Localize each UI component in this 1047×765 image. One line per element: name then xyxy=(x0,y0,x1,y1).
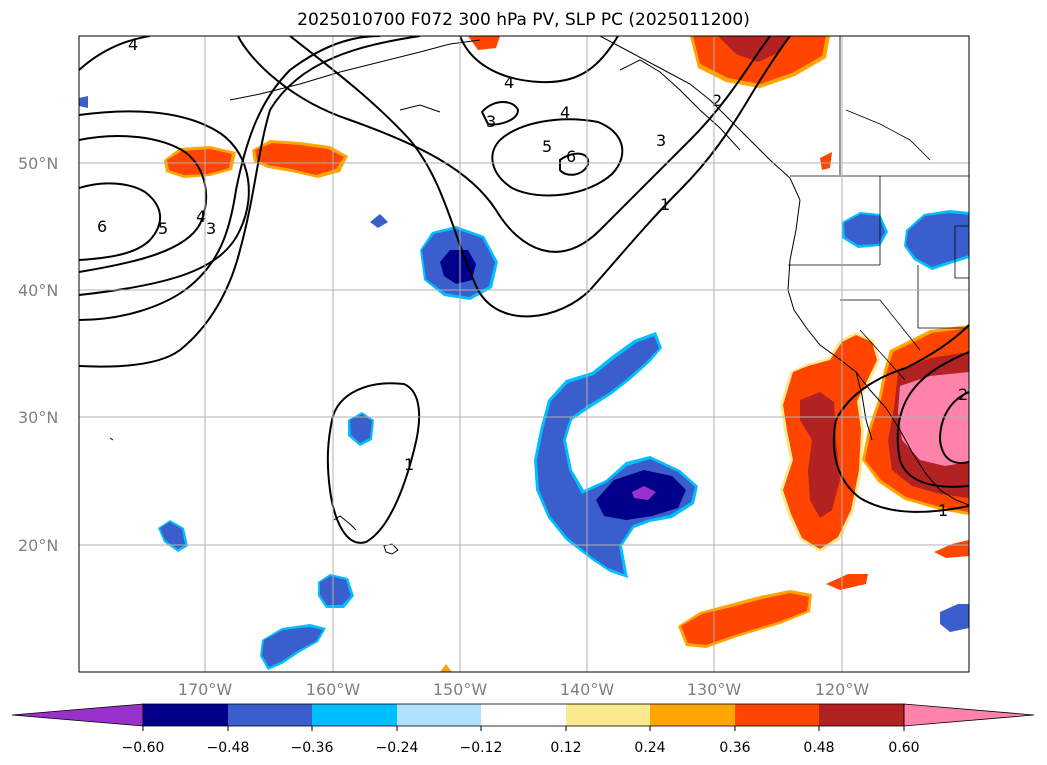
state-borders xyxy=(788,36,969,381)
lon-label: 150°W xyxy=(433,680,488,699)
colorbar-ticks xyxy=(142,726,905,731)
colorbar-segment xyxy=(397,704,481,726)
contour-label: 3 xyxy=(656,131,666,150)
pv-negative-south xyxy=(260,574,354,670)
pv-negative-interior-us xyxy=(842,210,969,632)
colorbar-tick-label: 0.12 xyxy=(550,740,581,756)
lat-label: 40°N xyxy=(18,281,58,300)
map-background xyxy=(79,36,969,672)
pv-negative-hawaii xyxy=(348,412,374,446)
pv-positive-north-coast xyxy=(690,36,830,88)
colorbar-segment xyxy=(481,704,566,726)
pv-negative-edge xyxy=(79,96,88,108)
colorbar-segment xyxy=(143,704,228,726)
colorbar: −0.60 −0.48 −0.36 −0.24 −0.12 0.12 0.24 … xyxy=(11,703,1035,756)
colorbar-segment xyxy=(312,704,397,726)
map-plot-area: 4 6 5 4 3 3 4 4 5 6 3 1 2 1 1 2 xyxy=(79,35,969,672)
colorbar-tick-label: −0.36 xyxy=(291,740,334,756)
colorbar-tick-label: 0.60 xyxy=(888,740,919,756)
contour-label: 1 xyxy=(404,455,414,474)
colorbar-extend-min xyxy=(11,703,144,727)
pv-negative-west xyxy=(158,520,188,552)
contour-label: 6 xyxy=(97,217,107,236)
contour-label: 5 xyxy=(158,219,168,238)
colorbar-outline xyxy=(142,703,905,727)
contour-label: 3 xyxy=(206,219,216,238)
colorbar-segment xyxy=(228,704,312,726)
gridlines xyxy=(79,36,969,672)
colorbar-segment xyxy=(735,704,819,726)
lon-label: 160°W xyxy=(306,680,361,699)
pv-negative-central xyxy=(420,226,498,300)
colorbar-tick-label: −0.12 xyxy=(460,740,503,756)
pv-positive-subtropical xyxy=(440,540,969,672)
lat-label: 20°N xyxy=(18,536,58,555)
contour-labels: 4 6 5 4 3 3 4 4 5 6 3 1 2 1 1 2 xyxy=(97,35,968,520)
colorbar-tick-label: −0.60 xyxy=(122,740,165,756)
contour-label: 5 xyxy=(542,137,552,156)
contour-label: 1 xyxy=(938,501,948,520)
slp-contours xyxy=(79,36,969,544)
lon-label: 130°W xyxy=(687,680,742,699)
colorbar-segments xyxy=(11,703,1035,727)
contour-label: 2 xyxy=(712,91,722,110)
colorbar-segment xyxy=(819,704,904,726)
contour-label: 1 xyxy=(660,195,670,214)
colorbar-segment xyxy=(566,704,650,726)
lat-label: 30°N xyxy=(18,408,58,427)
pv-positive-north-pacific xyxy=(164,140,348,178)
colorbar-tick-label: 0.48 xyxy=(803,740,834,756)
colorbar-tick-label: −0.24 xyxy=(376,740,419,756)
colorbar-tick-label: 0.36 xyxy=(719,740,750,756)
pv-positive-gulf-alaska xyxy=(468,36,500,50)
lon-label: 120°W xyxy=(815,680,870,699)
colorbar-tick-label: 0.24 xyxy=(634,740,665,756)
contour-label: 4 xyxy=(560,103,570,122)
longitude-labels: 170°W 160°W 150°W 140°W 130°W 120°W xyxy=(178,680,870,699)
map-frame xyxy=(78,35,970,673)
latitude-labels: 50°N 40°N 30°N 20°N xyxy=(18,154,58,555)
pv-negative-hook xyxy=(534,332,698,578)
contour-label: 4 xyxy=(128,35,138,54)
contour-label: 3 xyxy=(486,112,496,131)
contour-label: 2 xyxy=(958,385,968,404)
pv-negative-small xyxy=(370,214,388,228)
map-title: 2025010700 F072 300 hPa PV, SLP PC (2025… xyxy=(297,10,750,30)
colorbar-extend-max xyxy=(903,703,1035,727)
colorbar-segment xyxy=(650,704,735,726)
pv-positive-bc xyxy=(820,152,832,170)
contour-label: 6 xyxy=(566,147,576,166)
contour-label: 4 xyxy=(504,73,514,92)
contour-label: 4 xyxy=(196,207,206,226)
lat-label: 50°N xyxy=(18,154,58,173)
lon-label: 140°W xyxy=(560,680,615,699)
lon-label: 170°W xyxy=(178,680,233,699)
colorbar-tick-label: −0.48 xyxy=(207,740,250,756)
